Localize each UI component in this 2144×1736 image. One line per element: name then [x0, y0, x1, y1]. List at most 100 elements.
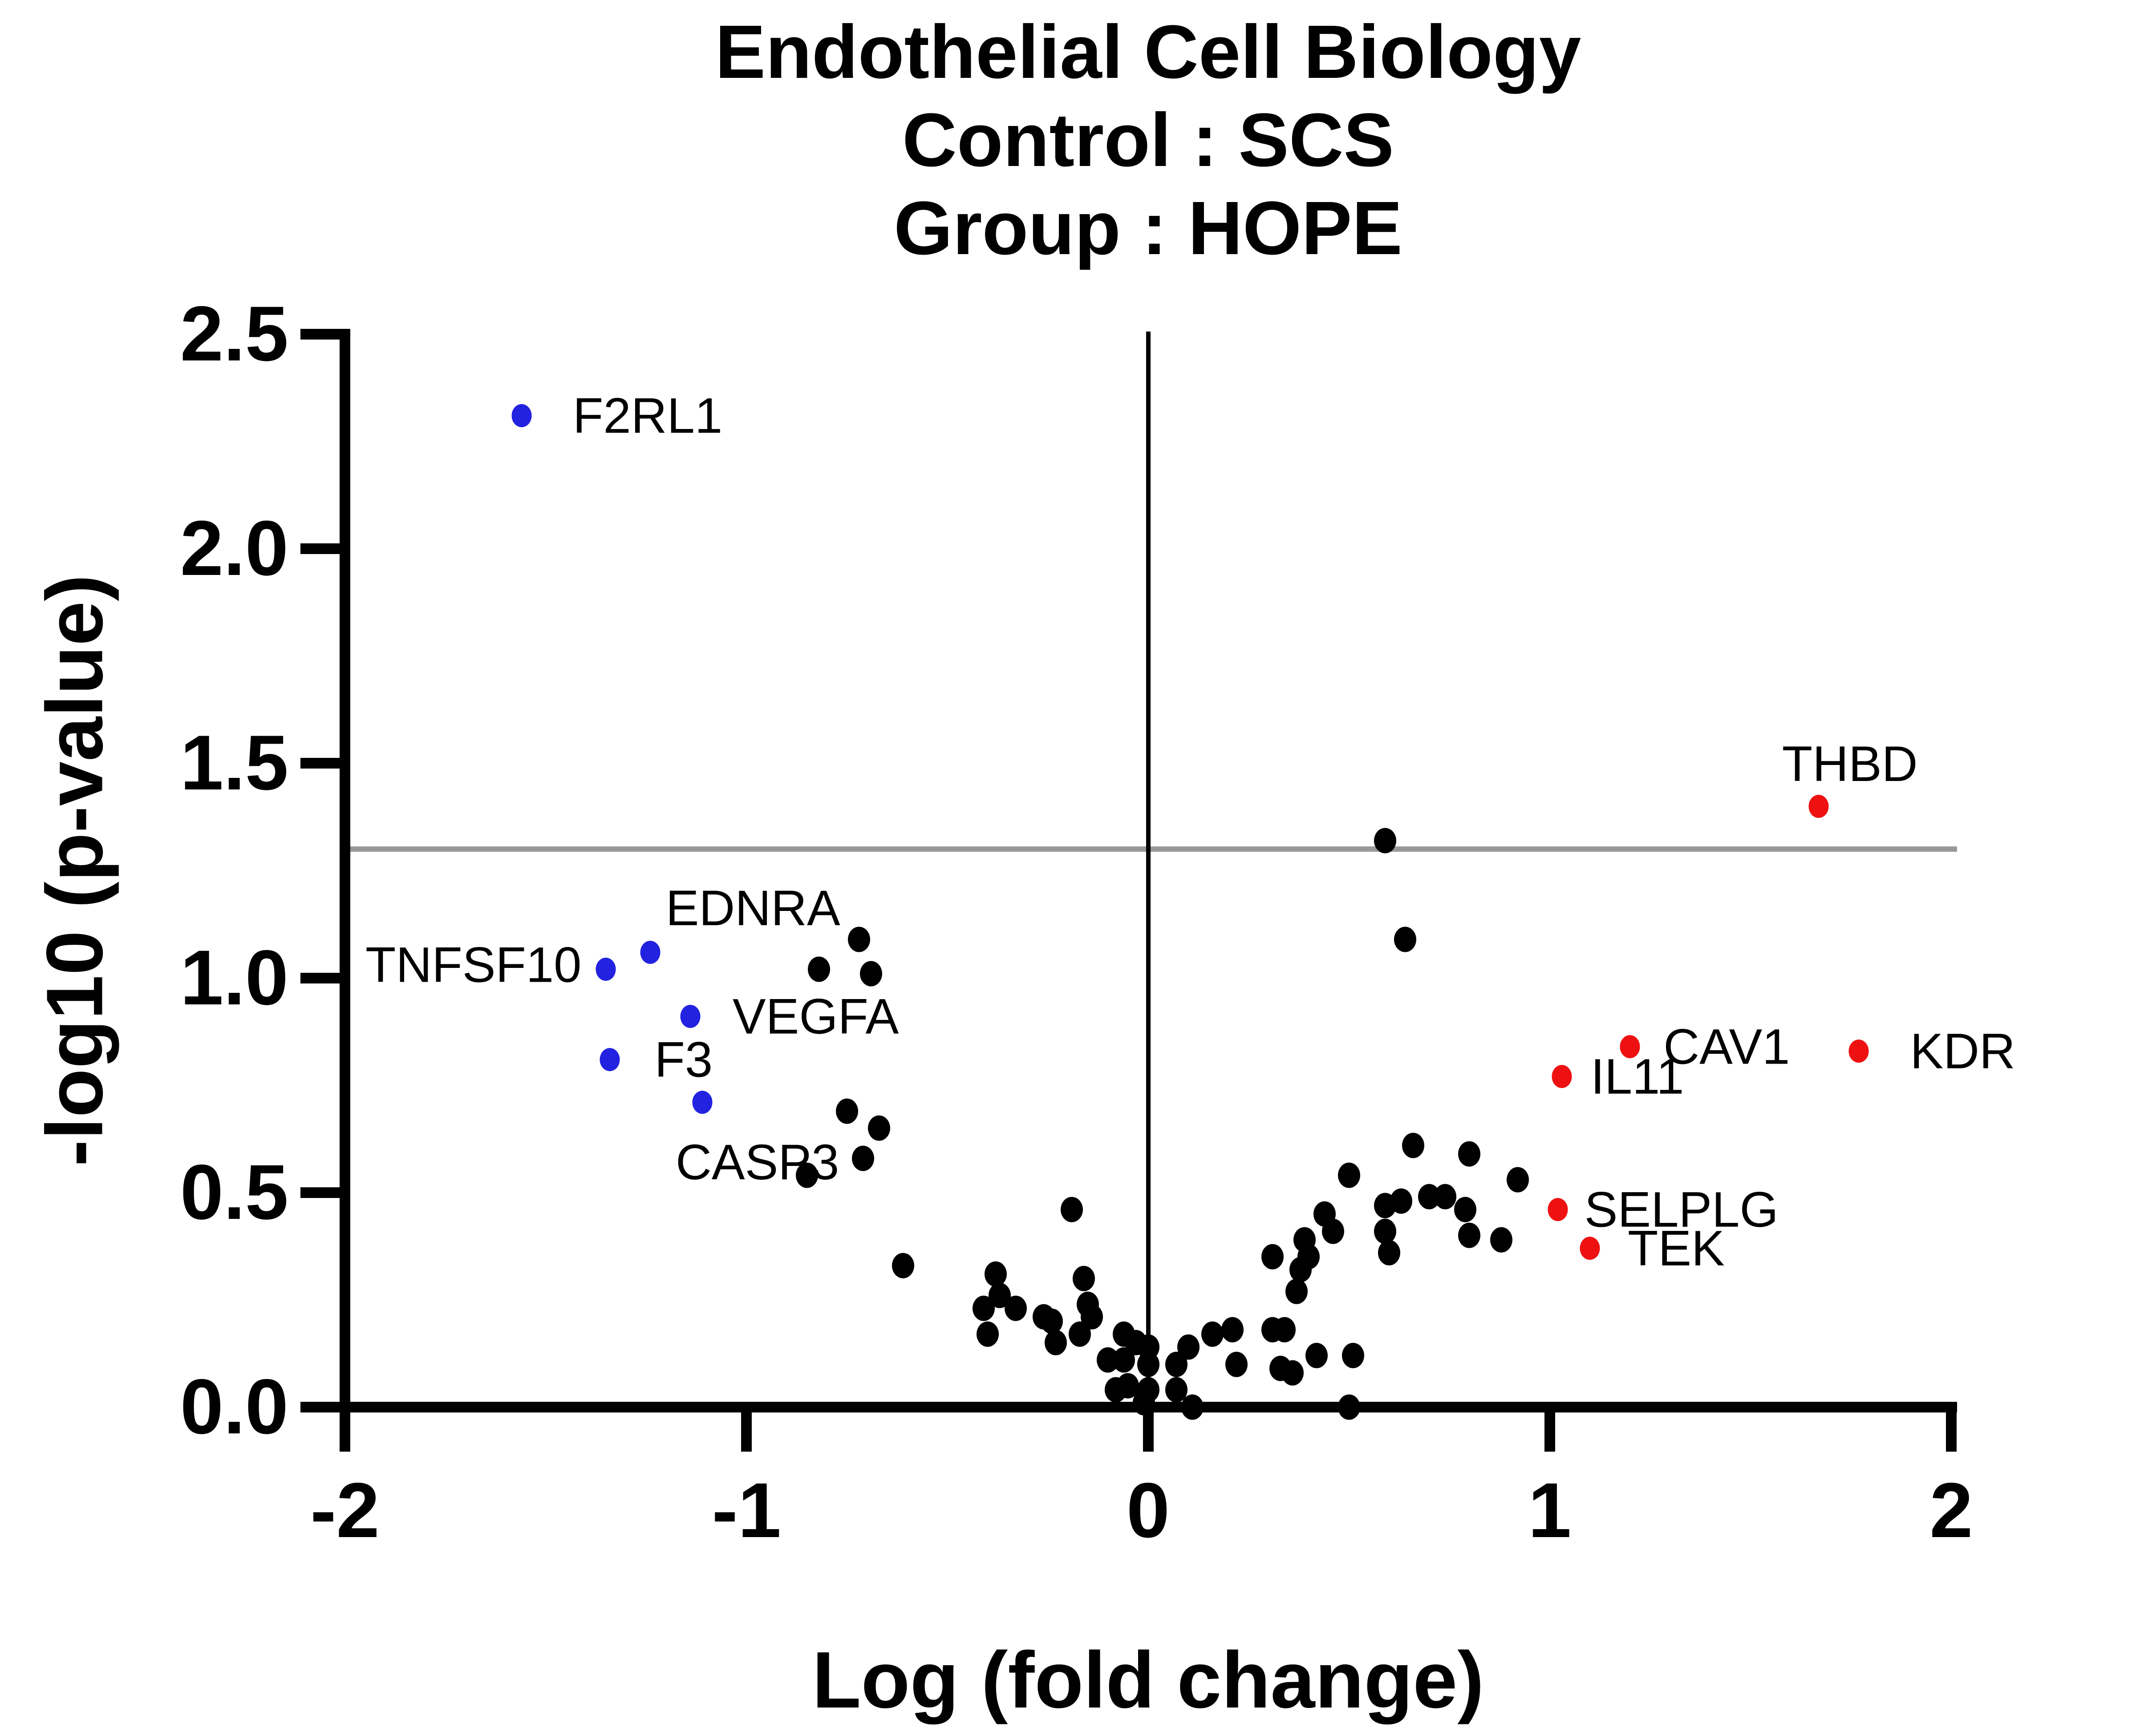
scatter-point [1177, 1334, 1200, 1360]
chart-title-line-2: Control : SCS [902, 98, 1394, 182]
x-tick-label: 1 [1528, 1467, 1572, 1554]
scatter-point [1394, 927, 1416, 952]
scatter-point [1133, 1390, 1155, 1416]
point-TEK [1580, 1237, 1600, 1260]
scatter-point [1342, 1343, 1364, 1368]
scatter-point [972, 1295, 995, 1321]
scatter-point [892, 1253, 915, 1279]
y-tick-mark [300, 1187, 340, 1198]
x-tick-mark [1544, 1412, 1555, 1452]
y-axis-spine [340, 329, 350, 1412]
y-tick-label: 0.5 [180, 1149, 288, 1236]
scatter-point [1297, 1244, 1320, 1270]
significance-threshold-line [350, 846, 1957, 852]
gene-label-CASP3: CASP3 [676, 1134, 839, 1190]
y-tick-label: 0.0 [180, 1364, 288, 1450]
x-tick-mark [340, 1412, 350, 1452]
scatter-point [976, 1321, 999, 1347]
point-TNFSF10 [596, 958, 616, 981]
chart-title: Endothelial Cell Biology Control : SCS G… [345, 8, 1951, 272]
gene-label-THBD: THBD [1782, 736, 1918, 792]
chart-title-line-3: Group : HOPE [894, 186, 1402, 271]
x-tick-mark [741, 1412, 752, 1452]
y-tick-mark [300, 758, 340, 769]
scatter-point [1390, 1188, 1412, 1214]
x-tick-label: -1 [712, 1467, 782, 1554]
scatter-point [1374, 1218, 1396, 1244]
point-VEGFA [680, 1005, 701, 1028]
y-tick-label: 2.5 [180, 291, 288, 377]
scatter-point [867, 1115, 890, 1141]
scatter-point [1137, 1352, 1159, 1377]
y-tick-label: 1.5 [180, 720, 288, 807]
point-IL11 [1552, 1065, 1572, 1089]
gene-label-VEGFA: VEGFA [732, 988, 899, 1044]
scatter-point [1004, 1295, 1027, 1321]
scatter-point [851, 1145, 874, 1171]
scatter-point [1040, 1308, 1063, 1334]
scatter-point [1374, 828, 1396, 854]
scatter-point [1490, 1227, 1513, 1253]
scatter-point [859, 961, 882, 987]
point-THBD [1808, 794, 1829, 818]
scatter-point [1458, 1222, 1481, 1248]
y-tick-mark [300, 1402, 340, 1412]
scatter-point [1378, 1240, 1400, 1266]
y-tick-label: 1.0 [180, 934, 288, 1021]
scatter-point [1181, 1394, 1204, 1420]
scatter-point [1402, 1133, 1424, 1158]
gene-label-CAV1: CAV1 [1663, 1019, 1790, 1075]
scatter-point [984, 1261, 1007, 1287]
zero-fold-change-line [1146, 332, 1151, 1402]
scatter-point [1454, 1197, 1477, 1222]
point-F3 [600, 1048, 620, 1071]
scatter-point [1285, 1279, 1308, 1304]
scatter-point [1225, 1352, 1248, 1377]
scatter-point [847, 927, 870, 952]
x-tick-mark [1143, 1412, 1154, 1452]
point-CAV1 [1620, 1035, 1640, 1058]
point-CASP3 [692, 1091, 713, 1114]
scatter-point [835, 1098, 858, 1124]
scatter-point [1321, 1218, 1344, 1244]
gene-label-F3: F3 [654, 1032, 713, 1088]
gene-label-SELPLG: SELPLG [1584, 1182, 1779, 1238]
x-tick-label: 2 [1929, 1467, 1973, 1554]
chart-title-line-1: Endothelial Cell Biology [715, 10, 1581, 94]
x-tick-label: -2 [310, 1467, 380, 1554]
point-EDNRA [640, 940, 661, 964]
scatter-point [1273, 1317, 1296, 1343]
y-tick-label: 2.0 [180, 505, 288, 592]
scatter-point [1337, 1394, 1360, 1420]
y-axis-title: -log10 (p-value) [30, 574, 120, 1167]
gene-label-EDNRA: EDNRA [665, 880, 840, 936]
scatter-point [1434, 1184, 1457, 1210]
scatter-point [1061, 1197, 1083, 1222]
scatter-point [1113, 1347, 1135, 1373]
scatter-point [1337, 1162, 1360, 1188]
y-tick-mark [300, 329, 340, 340]
scatter-point [1069, 1321, 1091, 1347]
x-tick-mark [1946, 1412, 1957, 1452]
scatter-point [1506, 1167, 1529, 1193]
gene-label-KDR: KDR [1910, 1023, 2015, 1079]
x-tick-label: 0 [1126, 1467, 1170, 1554]
scatter-point [1073, 1266, 1095, 1291]
y-tick-mark [300, 543, 340, 554]
gene-label-IL11: IL11 [1590, 1048, 1684, 1105]
scatter-point [1044, 1330, 1067, 1356]
scatter-point [795, 1162, 818, 1188]
scatter-point [1305, 1343, 1328, 1368]
gene-label-F2RL1: F2RL1 [572, 388, 723, 444]
y-tick-mark [300, 972, 340, 983]
scatter-point [1281, 1360, 1304, 1386]
scatter-point [1201, 1321, 1224, 1347]
scatter-point [1221, 1317, 1244, 1343]
scatter-point [1458, 1141, 1481, 1167]
gene-label-TNFSF10: TNFSF10 [365, 937, 582, 993]
scatter-point [807, 956, 830, 982]
x-axis-title: Log (fold change) [812, 1635, 1484, 1725]
scatter-point [1261, 1244, 1284, 1270]
point-SELPLG [1548, 1198, 1568, 1222]
